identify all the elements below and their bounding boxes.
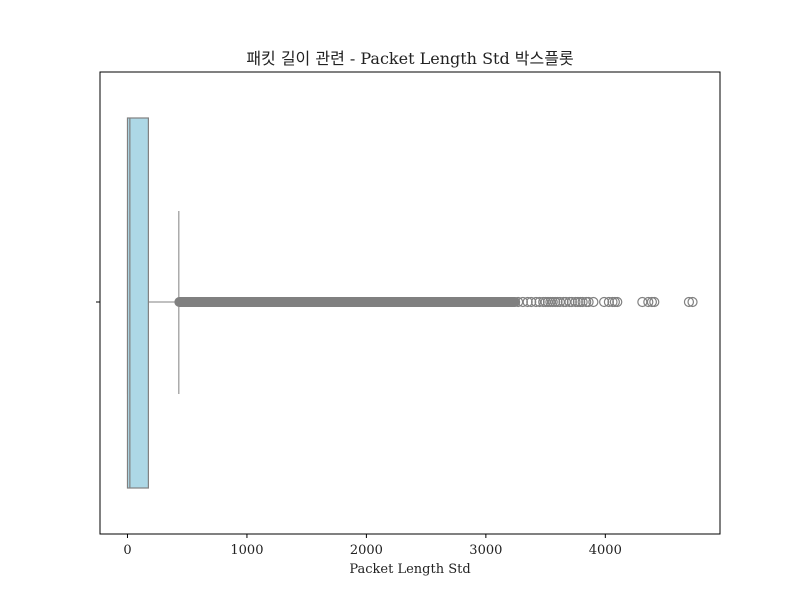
outlier-point [566, 296, 577, 308]
x-axis-label: Packet Length Std [349, 562, 470, 577]
x-axis-ticks: 0 1000 2000 3000 4000 [123, 534, 622, 558]
outlier-point [526, 296, 537, 308]
outlier-point [643, 296, 654, 308]
outlier-point [583, 296, 594, 308]
outlier-point [517, 296, 528, 308]
iqr-box [126, 117, 149, 489]
chart-title: 패킷 길이 관련 - Packet Length Std 박스플롯 [246, 49, 573, 68]
x-tick-label: 0 [123, 543, 131, 558]
outlier-point [603, 296, 615, 308]
outlier-point [588, 296, 599, 308]
outlier-point [687, 296, 698, 308]
plot-area [126, 117, 698, 489]
outlier-band [174, 297, 521, 307]
outlier-point [683, 296, 695, 308]
outlier-point [577, 296, 588, 308]
outlier-point [599, 296, 610, 308]
x-tick-label: 4000 [589, 543, 622, 558]
outlier-point [522, 296, 533, 308]
outlier-point [649, 296, 660, 308]
x-tick-label: 1000 [230, 543, 263, 558]
axes-frame [99, 71, 721, 535]
outlier-point [612, 296, 623, 308]
outlier-point [534, 296, 545, 308]
x-tick-label: 2000 [350, 543, 383, 558]
x-tick-label: 3000 [469, 543, 502, 558]
